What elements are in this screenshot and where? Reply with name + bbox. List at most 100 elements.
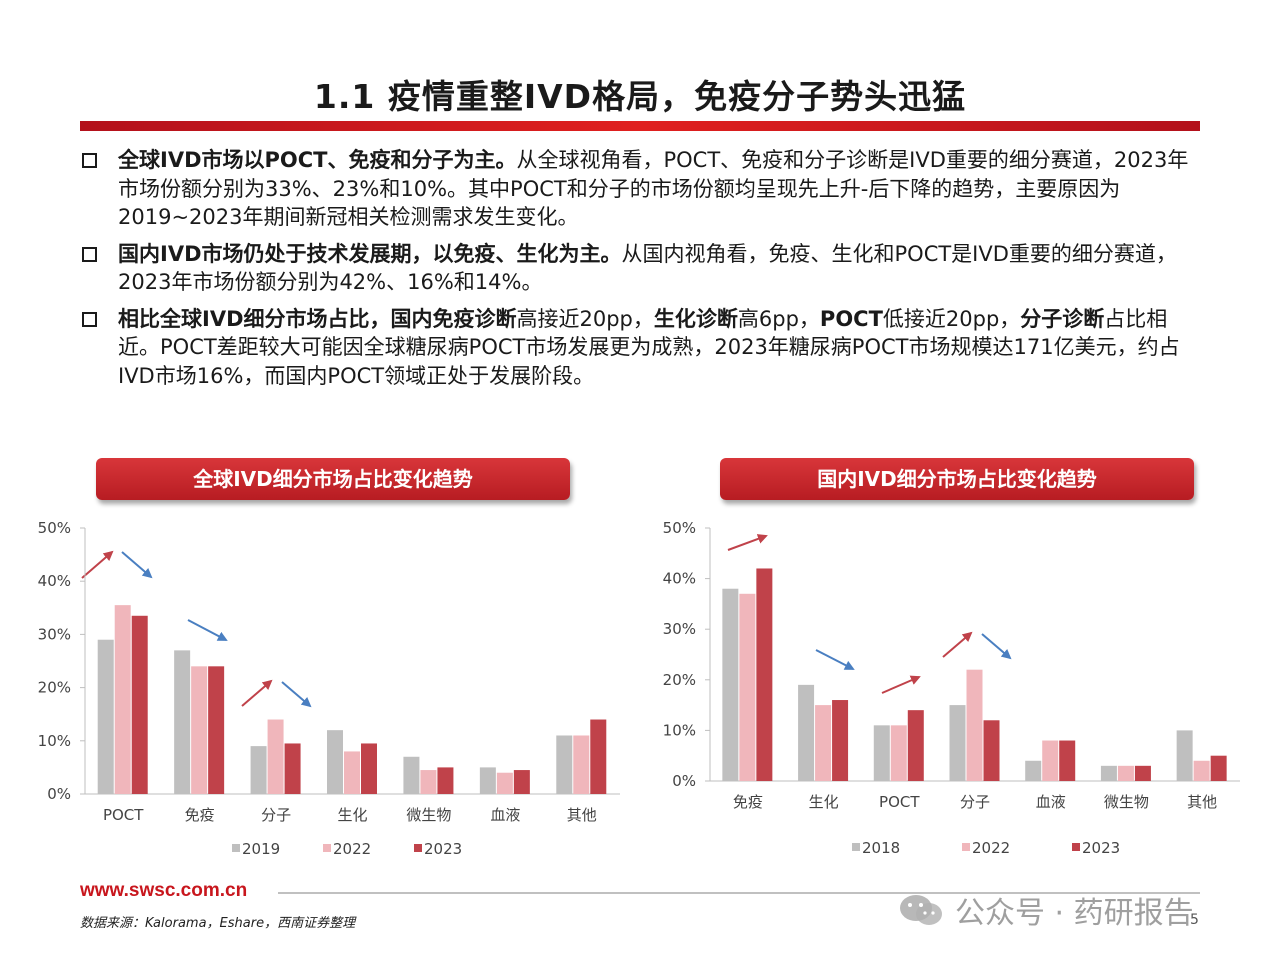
y-tick-label: 40% — [38, 572, 71, 590]
legend-swatch — [414, 844, 422, 852]
bullet-list: 全球IVD市场以POCT、免疫和分子为主。从全球视角看，POCT、免疫和分子诊断… — [78, 146, 1208, 398]
square-bullet-icon — [82, 311, 97, 327]
trend-down-arrow — [187, 619, 228, 641]
bar-2022 — [344, 751, 360, 794]
y-tick-label: 20% — [38, 679, 71, 697]
global-ivd-bar-chart: 0% 10% 20% 30% 40% 50% POCT 免疫 分子 生化 微生物 血液 其他 2019 20… — [38, 519, 620, 858]
bar-2018 — [949, 705, 966, 781]
legend-label: 2022 — [972, 839, 1010, 857]
bar-2023 — [1134, 765, 1151, 781]
bar-2018 — [1100, 765, 1117, 781]
page-title: 1.1 疫情重整IVD格局，免疫分子势头迅猛 — [313, 77, 967, 116]
bar-2019 — [174, 650, 191, 794]
bar-2023 — [208, 666, 225, 794]
bar-2018 — [1176, 730, 1193, 781]
bullet-bold: 生化诊断 — [653, 306, 738, 331]
bar-2019 — [327, 730, 343, 794]
y-tick-label: 40% — [663, 570, 696, 588]
bar-2023 — [756, 568, 773, 781]
bar-2023 — [983, 720, 1000, 781]
bar-2023 — [361, 743, 377, 794]
bar-2023 — [1210, 755, 1227, 781]
x-tick-label: 血液 — [1036, 793, 1066, 811]
x-tick-label: 其他 — [567, 806, 597, 824]
legend-label: 2018 — [862, 839, 900, 857]
legend-label: 2023 — [1082, 839, 1120, 857]
wechat-icon — [900, 895, 942, 925]
bullet-bold: 相比全球IVD细分市场占比，国内免疫诊断 — [118, 306, 517, 331]
page-number: 5 — [1190, 912, 1199, 928]
bar-2023 — [284, 743, 301, 794]
x-tick-label: 其他 — [1187, 793, 1217, 811]
bar-2022 — [739, 593, 756, 781]
bullet-text: 高接近20pp， — [516, 306, 654, 331]
footer-divider — [278, 892, 1200, 894]
bar-2022 — [267, 719, 284, 794]
bar-2019 — [250, 746, 267, 794]
bullet-bold: 国内IVD市场仍处于技术发展期，以免疫、生化为主。 — [118, 241, 622, 266]
bar-2023 — [513, 770, 530, 794]
bullet-text: 从国内视角看，免疫、生化和POCT是IVD重要的细分赛道，2023年市场份额分别… — [118, 241, 1177, 295]
data-source-note: 数据来源：Kalorama，Eshare，西南证券整理 — [80, 916, 356, 931]
x-tick-label: 生化 — [337, 806, 367, 824]
bar-2022 — [1193, 760, 1210, 781]
bar-2022 — [573, 735, 590, 794]
trend-up-arrow — [241, 679, 273, 707]
bullet-text: 占比相近。POCT差距较大可能因全球糖尿病POCT市场发展更为成熟，2023年糖… — [118, 306, 1180, 388]
bar-2022 — [114, 605, 131, 794]
bar-2019 — [403, 756, 420, 794]
square-bullet-icon — [82, 153, 97, 168]
global-chart-title: 全球IVD细分市场占比变化趋势 — [96, 458, 570, 500]
legend-swatch — [1072, 843, 1080, 851]
trend-arrows — [727, 534, 1012, 694]
bar-2023 — [907, 710, 924, 781]
legend-swatch — [323, 844, 331, 852]
y-tick-label: 50% — [38, 519, 71, 537]
bar-2018 — [1025, 760, 1042, 781]
y-tick-label: 20% — [663, 671, 696, 689]
bar-2023 — [1059, 740, 1076, 781]
square-bullet-icon — [82, 246, 97, 262]
bar-2019 — [479, 767, 496, 794]
bullet-bold: 全球IVD市场以POCT、免疫和分子为主。 — [118, 148, 517, 172]
footer-url[interactable]: www.swsc.com.cn — [80, 880, 248, 901]
legend-swatch — [962, 843, 970, 851]
bar-2022 — [966, 669, 983, 781]
bar-2022 — [815, 705, 832, 781]
bar-2022 — [191, 666, 208, 794]
y-tick-label: 30% — [663, 620, 696, 638]
y-tick-label: 0% — [47, 785, 71, 803]
trend-up-arrow — [881, 675, 921, 694]
bar-2018 — [722, 588, 739, 781]
bullet-text: 低接近20pp， — [882, 306, 1021, 331]
trend-up-arrow — [942, 631, 973, 658]
trend-up-arrow — [81, 550, 114, 579]
y-tick-label: 50% — [663, 519, 696, 537]
x-tick-label: POCT — [103, 806, 144, 824]
legend-swatch — [232, 844, 240, 852]
bullet-text: 高6pp， — [737, 306, 820, 331]
title-divider — [80, 121, 1200, 131]
bar-2022 — [1117, 765, 1134, 781]
trend-up-arrow — [727, 534, 768, 551]
bullet-item: 全球IVD市场以POCT、免疫和分子为主。从全球视角看，POCT、免疫和分子诊断… — [78, 146, 1208, 232]
bar-2019 — [556, 735, 573, 794]
legend-swatch — [852, 843, 860, 851]
x-tick-label: POCT — [879, 793, 920, 811]
legend-label: 2023 — [424, 840, 462, 858]
bar-2023 — [131, 615, 148, 794]
y-tick-label: 10% — [663, 721, 696, 739]
bar-2023 — [832, 700, 849, 781]
x-tick-label: 分子 — [261, 806, 291, 824]
bullet-item: 相比全球IVD细分市场占比，国内免疫诊断高接近20pp，生化诊断高6pp，POC… — [78, 305, 1208, 391]
bar-2022 — [420, 770, 437, 794]
y-tick-label: 30% — [38, 625, 71, 643]
bar-2019 — [97, 639, 114, 794]
bar-2023 — [590, 719, 607, 794]
x-tick-label: 血液 — [490, 806, 520, 824]
trend-down-arrow — [815, 649, 855, 670]
bullet-bold: POCT — [819, 306, 883, 331]
y-tick-label: 0% — [672, 772, 696, 790]
trend-arrows — [81, 550, 312, 708]
x-tick-label: 免疫 — [185, 806, 215, 824]
